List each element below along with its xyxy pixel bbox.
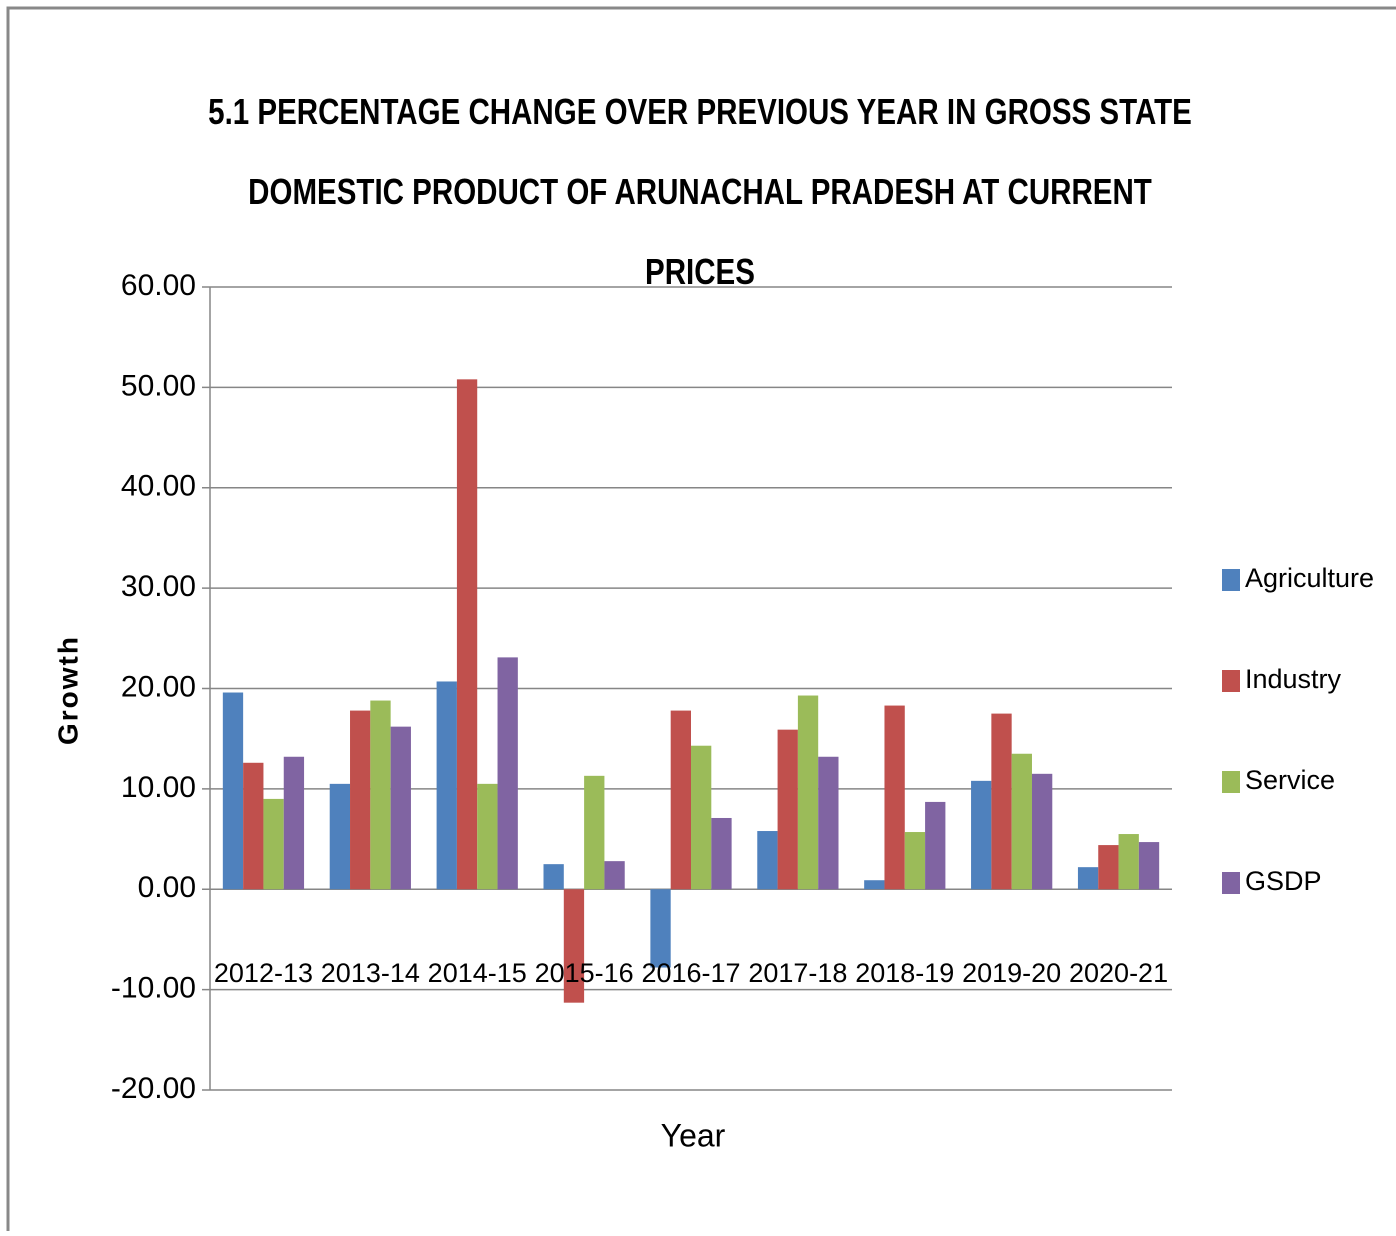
bar (477, 783, 498, 890)
y-tick-label: 40.00 (121, 470, 196, 503)
bar (1031, 773, 1053, 890)
bar (971, 780, 992, 890)
x-tick-label: 2018-19 (855, 958, 954, 988)
bar (884, 705, 905, 890)
bar (329, 783, 351, 890)
bar (925, 801, 946, 890)
bar (390, 726, 411, 890)
bar (797, 695, 819, 890)
bar (604, 861, 625, 890)
frame (6, 6, 1396, 1236)
x-tick-label: 2017-18 (748, 958, 847, 988)
y-tick-label: 0.00 (138, 871, 196, 904)
y-tick-label: 60.00 (121, 269, 196, 302)
legend-label: Service (1245, 765, 1335, 795)
y-tick-label: -10.00 (111, 972, 196, 1005)
bar (904, 832, 926, 890)
bar (222, 692, 244, 890)
y-tick-label: 20.00 (121, 670, 196, 703)
x-tick-label: 2019-20 (962, 958, 1061, 988)
y-tick-label: 30.00 (121, 570, 196, 603)
bar (777, 729, 798, 890)
bar (757, 831, 778, 890)
x-axis-label: Year (661, 1117, 726, 1153)
bar (350, 710, 371, 890)
bar (1011, 753, 1032, 890)
y-axis-label: Growth (52, 635, 83, 745)
x-tick-label: 2016-17 (641, 958, 740, 988)
chart-title: 5.1 PERCENTAGE CHANGE OVER PREVIOUS YEAR… (208, 91, 1192, 292)
bar (711, 817, 732, 890)
bar (991, 713, 1012, 890)
legend-label: Industry (1245, 664, 1342, 694)
bar (1098, 845, 1119, 890)
legend-swatch (1222, 670, 1240, 692)
bar (864, 880, 885, 890)
bar (283, 756, 305, 890)
bar (691, 745, 712, 890)
x-tick-label: 2020-21 (1069, 958, 1168, 988)
legend-label: GSDP (1245, 866, 1322, 896)
bar (818, 756, 839, 890)
legend-swatch (1222, 771, 1240, 793)
y-tick-label: 50.00 (121, 369, 196, 402)
bar (1138, 842, 1160, 890)
y-tick-label: -20.00 (111, 1072, 196, 1105)
y-tick-label: 10.00 (121, 771, 196, 804)
legend-swatch (1222, 872, 1240, 894)
bar (543, 864, 564, 890)
bar (370, 700, 391, 890)
bar (263, 798, 284, 890)
bar (563, 889, 585, 1003)
legend-label: Agriculture (1245, 563, 1374, 593)
bar (456, 379, 478, 890)
bar (243, 762, 264, 890)
bar (670, 710, 691, 890)
bar (584, 775, 605, 890)
legend-swatch (1222, 569, 1240, 591)
bar (497, 657, 518, 890)
bar (1118, 834, 1139, 890)
x-tick-label: 2012-13 (214, 958, 313, 988)
x-tick-label: 2015-16 (535, 958, 634, 988)
bar (650, 889, 671, 968)
bar (1077, 867, 1099, 890)
bar (436, 681, 457, 890)
x-tick-label: 2014-15 (428, 958, 527, 988)
x-tick-label: 2013-14 (321, 958, 420, 988)
